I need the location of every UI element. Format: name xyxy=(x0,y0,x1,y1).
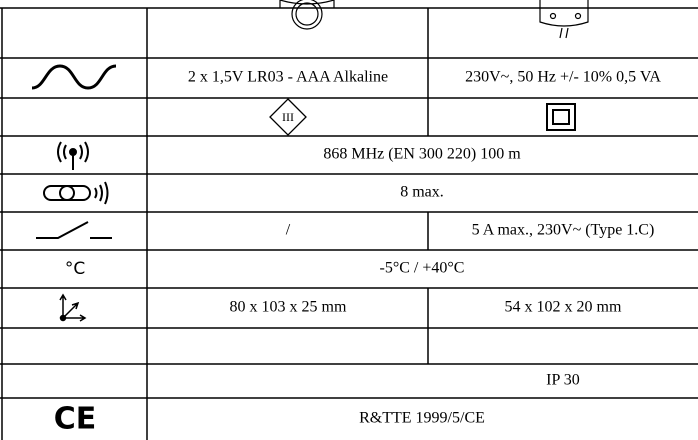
cell-text: 54 x 102 x 20 mm xyxy=(505,299,622,316)
ce-mark: CE xyxy=(54,402,97,437)
cell-text: 868 MHz (EN 300 220) 100 m xyxy=(323,146,521,163)
cell-text: 8 max. xyxy=(400,184,444,201)
class-ii-icon xyxy=(546,103,576,131)
cell-text: 2 x 1,5V LR03 - AAA Alkaline xyxy=(188,69,388,86)
cell-text: R&TTE 1999/5/CE xyxy=(359,410,485,427)
receiver-sketch xyxy=(539,0,589,39)
link-icon xyxy=(43,181,109,205)
unit-label: °C xyxy=(65,259,85,279)
cell-text: 80 x 103 x 25 mm xyxy=(230,299,347,316)
class-iii-icon xyxy=(269,98,307,136)
cell-text: 5 A max., 230V~ (Type 1.C) xyxy=(472,222,655,239)
ac-icon xyxy=(31,64,117,90)
class-label: III xyxy=(282,110,294,124)
dimensions-icon xyxy=(59,293,87,322)
cell-text: IP 30 xyxy=(546,372,580,389)
radio-icon xyxy=(57,141,89,170)
grid xyxy=(0,7,698,440)
cell-text: -5°C / +40°C xyxy=(380,260,465,277)
thermostat-sketch xyxy=(279,0,335,30)
cell-text: 230V~, 50 Hz +/- 10% 0,5 VA xyxy=(465,69,661,86)
switch-icon xyxy=(36,221,112,239)
cell-text: / xyxy=(286,222,291,239)
